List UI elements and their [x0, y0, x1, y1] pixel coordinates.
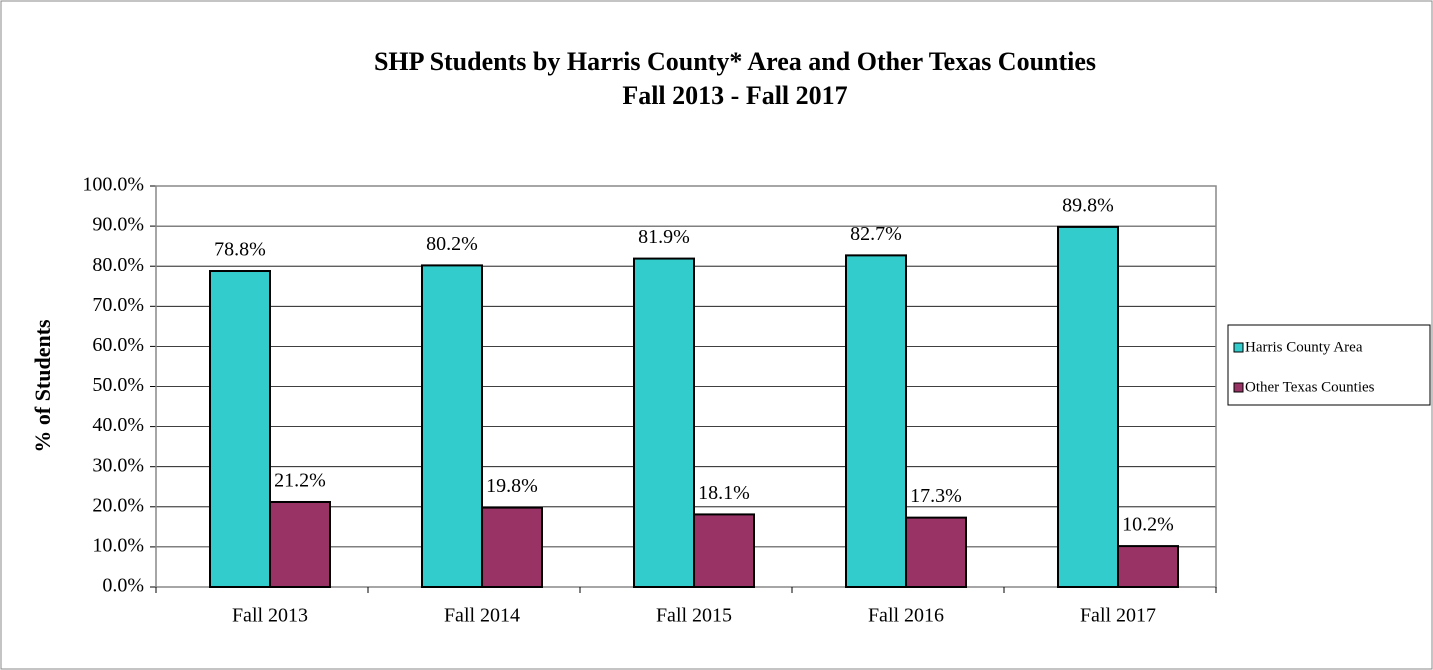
x-tick-label: Fall 2014: [444, 605, 520, 627]
legend-swatch: [1233, 382, 1244, 393]
y-tick-label: 80.0%: [92, 254, 144, 276]
chart-title: SHP Students by Harris County* Area and …: [374, 47, 1096, 76]
value-label: 78.8%: [214, 239, 266, 261]
legend-label: Harris County Area: [1245, 339, 1363, 355]
y-tick-label: 0.0%: [102, 575, 144, 597]
bar: [269, 500, 331, 589]
value-label: 10.2%: [1122, 514, 1174, 536]
x-tick-label: Fall 2013: [232, 605, 308, 627]
y-tick-label: 70.0%: [92, 294, 144, 316]
x-tick-label: Fall 2015: [656, 605, 732, 627]
value-label: 18.1%: [698, 482, 750, 504]
bar: [633, 257, 695, 588]
y-tick-label: 20.0%: [92, 494, 144, 516]
value-label: 80.2%: [426, 233, 478, 255]
bar: [693, 513, 755, 589]
bar: [209, 270, 271, 588]
y-tick-label: 90.0%: [92, 214, 144, 236]
y-tick-label: 100.0%: [82, 174, 144, 196]
bar: [481, 506, 543, 588]
legend-swatch: [1233, 342, 1244, 353]
value-label: 19.8%: [486, 475, 538, 497]
value-label: 89.8%: [1062, 194, 1114, 216]
y-tick-label: 30.0%: [92, 454, 144, 476]
bar: [421, 264, 483, 588]
value-label: 81.9%: [638, 226, 690, 248]
bar: [1057, 225, 1119, 588]
value-label: 21.2%: [274, 470, 326, 492]
y-tick-label: 60.0%: [92, 334, 144, 356]
bar: [905, 516, 967, 589]
x-tick-label: Fall 2016: [868, 605, 944, 627]
value-label: 82.7%: [850, 223, 902, 245]
legend-label: Other Texas Counties: [1245, 379, 1375, 395]
chart-subtitle: Fall 2013 - Fall 2017: [622, 81, 847, 110]
y-tick-label: 50.0%: [92, 374, 144, 396]
x-tick-label: Fall 2017: [1080, 605, 1156, 627]
value-label: 17.3%: [910, 485, 962, 507]
legend-box: [1227, 324, 1431, 406]
y-tick-label: 10.0%: [92, 534, 144, 556]
y-axis-label: % of Students: [30, 319, 55, 453]
bar: [845, 254, 907, 589]
bar: [1117, 545, 1179, 589]
y-tick-label: 40.0%: [92, 414, 144, 436]
